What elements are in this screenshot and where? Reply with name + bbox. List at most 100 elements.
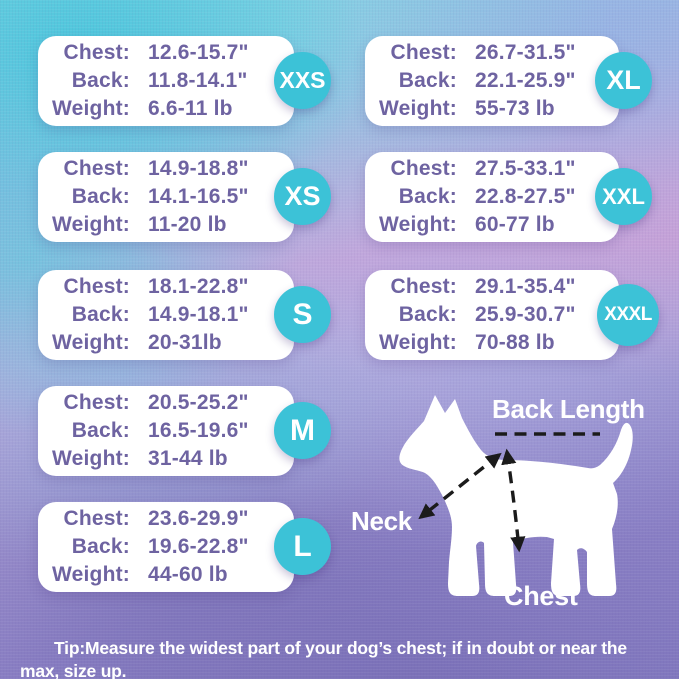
- size-badge-s: S: [274, 286, 331, 343]
- weight-label: Weight:: [379, 213, 457, 236]
- chest-label: Chest:: [63, 507, 130, 530]
- chest-value: 18.1-22.8": [148, 275, 249, 298]
- chest-label: Chest:: [63, 41, 130, 64]
- back-value: 19.6-22.8": [148, 535, 249, 558]
- size-badge-text: XXXL: [604, 304, 652, 325]
- chest-row: Chest: 18.1-22.8": [48, 275, 294, 299]
- neck-diagram-label: Neck: [351, 506, 412, 536]
- chest-row: Chest: 14.9-18.8": [48, 157, 294, 181]
- back-row: Back: 11.8-14.1": [48, 69, 294, 93]
- back-row: Back: 16.5-19.6": [48, 419, 294, 443]
- weight-label: Weight:: [52, 447, 130, 470]
- weight-value: 55-73 lb: [475, 97, 555, 120]
- size-badge-text: XL: [606, 65, 641, 95]
- chest-label: Chest:: [390, 157, 457, 180]
- weight-label: Weight:: [52, 213, 130, 236]
- weight-row: Weight: 70-88 lb: [375, 331, 619, 355]
- chest-label: Chest:: [63, 275, 130, 298]
- weight-row: Weight: 60-77 lb: [375, 213, 619, 237]
- weight-row: Weight: 6.6-11 lb: [48, 97, 294, 121]
- back-row: Back: 19.6-22.8": [48, 535, 294, 559]
- weight-value: 11-20 lb: [148, 213, 227, 236]
- back-label: Back:: [398, 303, 457, 326]
- weight-value: 60-77 lb: [475, 213, 555, 236]
- size-badge-text: XXS: [279, 67, 326, 93]
- size-badge-text: L: [293, 529, 312, 563]
- weight-value: 31-44 lb: [148, 447, 228, 470]
- back-label: Back:: [71, 303, 130, 326]
- chest-label: Chest:: [63, 157, 130, 180]
- chest-diagram-label: Chest: [504, 581, 578, 611]
- chest-value: 26.7-31.5": [475, 41, 576, 64]
- chest-row: Chest: 26.7-31.5": [375, 41, 619, 65]
- size-card-m: Chest: 20.5-25.2" Back: 16.5-19.6" Weight:…: [38, 386, 294, 476]
- back-label: Back:: [71, 185, 130, 208]
- weight-value: 20-31lb: [148, 331, 222, 354]
- dog-silhouette-graphic: [399, 395, 633, 596]
- size-badge-m: M: [274, 402, 331, 459]
- weight-label: Weight:: [52, 97, 130, 120]
- chest-value: 29.1-35.4": [475, 275, 576, 298]
- chest-row: Chest: 12.6-15.7": [48, 41, 294, 65]
- back-value: 14.9-18.1": [148, 303, 249, 326]
- back-value: 11.8-14.1": [148, 69, 248, 92]
- back-row: Back: 22.8-27.5": [375, 185, 619, 209]
- size-badge-xxxl: XXXL: [597, 284, 659, 346]
- size-badge-text: XXL: [602, 183, 645, 209]
- dog-diagram: [388, 386, 650, 618]
- back-label: Back:: [398, 69, 457, 92]
- weight-label: Weight:: [52, 331, 130, 354]
- back-row: Back: 14.9-18.1": [48, 303, 294, 327]
- weight-row: Weight: 31-44 lb: [48, 447, 294, 471]
- back-label: Back:: [71, 535, 130, 558]
- chest-value: 23.6-29.9": [148, 507, 249, 530]
- weight-label: Weight:: [52, 563, 130, 586]
- size-badge-text: XS: [284, 181, 321, 211]
- chest-label: Chest:: [390, 41, 457, 64]
- size-badge-xxs: XXS: [274, 52, 331, 109]
- back-row: Back: 25.9-30.7": [375, 303, 619, 327]
- size-badge-xs: XS: [274, 168, 331, 225]
- chest-row: Chest: 29.1-35.4": [375, 275, 619, 299]
- size-card-s: Chest: 18.1-22.8" Back: 14.9-18.1" Weight:…: [38, 270, 294, 360]
- chest-value: 14.9-18.8": [148, 157, 249, 180]
- size-card-xs: Chest: 14.9-18.8" Back: 14.1-16.5" Weight:…: [38, 152, 294, 242]
- back-value: 25.9-30.7": [475, 303, 576, 326]
- back-value: 16.5-19.6": [148, 419, 249, 442]
- dog-silhouette: [399, 395, 633, 596]
- weight-row: Weight: 20-31lb: [48, 331, 294, 355]
- back-label: Back:: [71, 419, 130, 442]
- back-label: Back:: [71, 69, 130, 92]
- back-row: Back: 22.1-25.9": [375, 69, 619, 93]
- weight-label: Weight:: [379, 97, 457, 120]
- back-value: 22.8-27.5": [475, 185, 576, 208]
- back-length-diagram-label: Back Length: [492, 394, 645, 424]
- chest-value: 27.5-33.1": [475, 157, 576, 180]
- weight-value: 6.6-11 lb: [148, 97, 233, 120]
- weight-value: 44-60 lb: [148, 563, 228, 586]
- size-card-l: Chest: 23.6-29.9" Back: 19.6-22.8" Weight:…: [38, 502, 294, 592]
- size-badge-xl: XL: [595, 52, 652, 109]
- size-badge-xxl: XXL: [595, 168, 652, 225]
- chest-label: Chest:: [390, 275, 457, 298]
- chest-row: Chest: 20.5-25.2": [48, 391, 294, 415]
- size-badge-text: S: [292, 297, 313, 331]
- chest-label: Chest:: [63, 391, 130, 414]
- weight-row: Weight: 55-73 lb: [375, 97, 619, 121]
- size-card-xxxl: Chest: 29.1-35.4" Back: 25.9-30.7" Weight:…: [365, 270, 619, 360]
- tip-text: Tip:Measure the widest part of your dog’…: [20, 637, 627, 679]
- chest-row: Chest: 23.6-29.9": [48, 507, 294, 531]
- size-card-xl: Chest: 26.7-31.5" Back: 22.1-25.9" Weight:…: [365, 36, 619, 126]
- back-row: Back: 14.1-16.5": [48, 185, 294, 209]
- size-badge-text: M: [290, 413, 315, 447]
- weight-label: Weight:: [379, 331, 457, 354]
- back-label: Back:: [398, 185, 457, 208]
- size-card-xxl: Chest: 27.5-33.1" Back: 22.8-27.5" Weight:…: [365, 152, 619, 242]
- size-card-xxs: Chest: 12.6-15.7" Back: 11.8-14.1" Weight:…: [38, 36, 294, 126]
- back-value: 22.1-25.9": [475, 69, 576, 92]
- chest-value: 20.5-25.2": [148, 391, 249, 414]
- chest-row: Chest: 27.5-33.1": [375, 157, 619, 181]
- size-badge-l: L: [274, 518, 331, 575]
- back-value: 14.1-16.5": [148, 185, 249, 208]
